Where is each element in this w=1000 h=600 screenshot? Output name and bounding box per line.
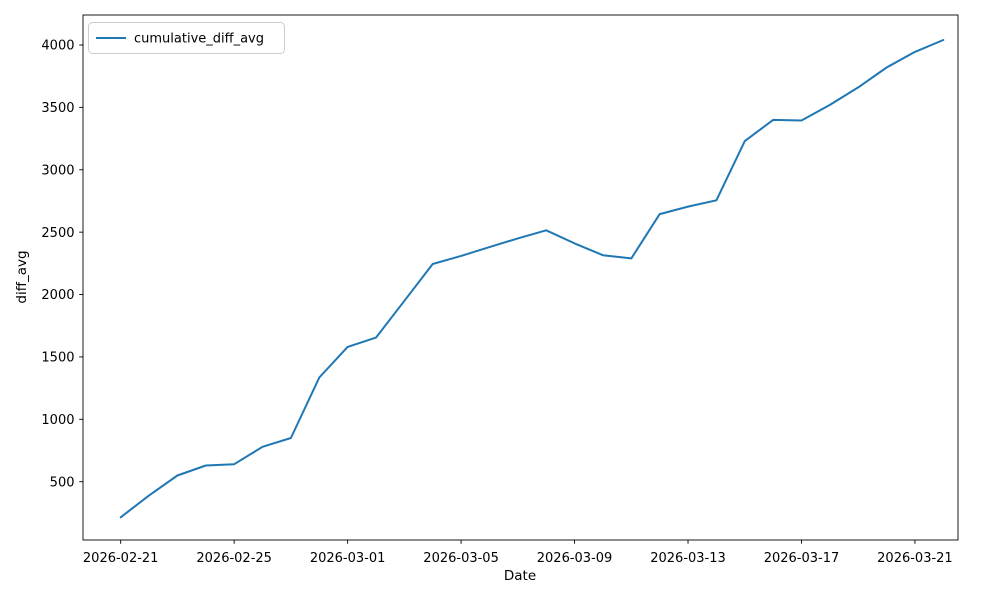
y-tick-label: 3000 <box>41 163 74 178</box>
y-axis-title: diff_avg <box>14 250 30 303</box>
y-tick-label: 2000 <box>41 288 74 303</box>
y-tick-label: 4000 <box>41 39 74 54</box>
y-axis-ticks: 500 1000 1500 2000 2500 3000 3500 4000 <box>41 39 83 490</box>
x-axis-ticks: 2026-02-21 2026-02-25 2026-03-01 2026-03-05… <box>83 540 953 566</box>
y-tick-label: 1500 <box>41 351 74 366</box>
x-tick-label: 2026-03-05 <box>423 551 499 566</box>
x-tick-label: 2026-03-21 <box>877 551 953 566</box>
x-tick-label: 2026-03-13 <box>650 551 726 566</box>
x-axis-title: Date <box>504 568 536 584</box>
x-tick-label: 2026-03-01 <box>310 551 386 566</box>
legend-label: cumulative_diff_avg <box>134 32 264 47</box>
series-line-cumulative-diff-avg <box>119 39 945 519</box>
y-tick-label: 2500 <box>41 226 74 241</box>
data-series <box>119 39 945 519</box>
y-tick-label: 3500 <box>41 101 74 116</box>
plot-area-border <box>82 14 959 541</box>
x-tick-label: 2026-03-17 <box>764 551 840 566</box>
legend: cumulative_diff_avg <box>88 22 285 54</box>
x-tick-label: 2026-02-21 <box>83 551 159 566</box>
y-tick-label: 1000 <box>41 413 74 428</box>
x-tick-label: 2026-03-09 <box>537 551 613 566</box>
y-tick-label: 500 <box>50 475 75 490</box>
x-tick-label: 2026-02-25 <box>196 551 272 566</box>
legend-box <box>88 22 285 54</box>
